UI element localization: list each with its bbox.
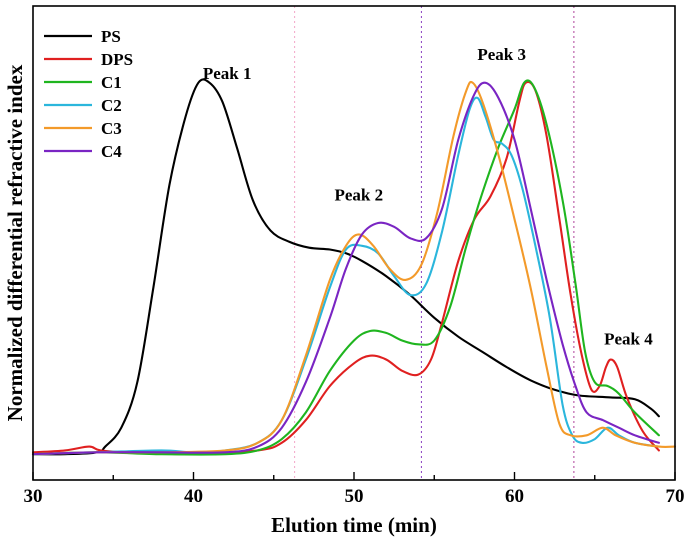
reference-lines <box>294 6 575 480</box>
series-line-c3 <box>31 80 677 456</box>
annotation-peak-3: Peak 3 <box>477 45 526 64</box>
x-axis-label: Elution time (min) <box>271 513 437 537</box>
legend-label-dps: DPS <box>101 50 133 69</box>
x-tick-label-70: 70 <box>666 486 685 507</box>
annotation-peak-4: Peak 4 <box>604 329 653 348</box>
x-tick-label-30: 30 <box>24 486 43 507</box>
x-tick-label-50: 50 <box>345 486 364 507</box>
legend-label-c4: C4 <box>101 142 122 161</box>
legend-label-c3: C3 <box>101 119 122 138</box>
series-line-c2 <box>31 96 660 456</box>
x-ticks: 30 40 50 60 70 <box>24 472 685 507</box>
series-line-ps <box>31 78 660 456</box>
legend-label-c1: C1 <box>101 73 122 92</box>
legend-label-ps: PS <box>101 27 121 46</box>
annotation-peak-2: Peak 2 <box>334 185 383 204</box>
annotation-peak-1: Peak 1 <box>203 64 252 83</box>
series-lines <box>31 78 677 456</box>
annotations: Peak 1 Peak 2 Peak 3 Peak 4 <box>203 45 653 348</box>
series-line-c1 <box>31 79 660 456</box>
x-tick-label-40: 40 <box>184 486 203 507</box>
legend: PS DPS C1 C2 C3 C4 <box>44 27 133 161</box>
y-axis-label: Normalized differential refractive index <box>3 64 27 421</box>
series-line-c4 <box>31 81 660 456</box>
legend-label-c2: C2 <box>101 96 122 115</box>
x-tick-label-60: 60 <box>505 486 524 507</box>
